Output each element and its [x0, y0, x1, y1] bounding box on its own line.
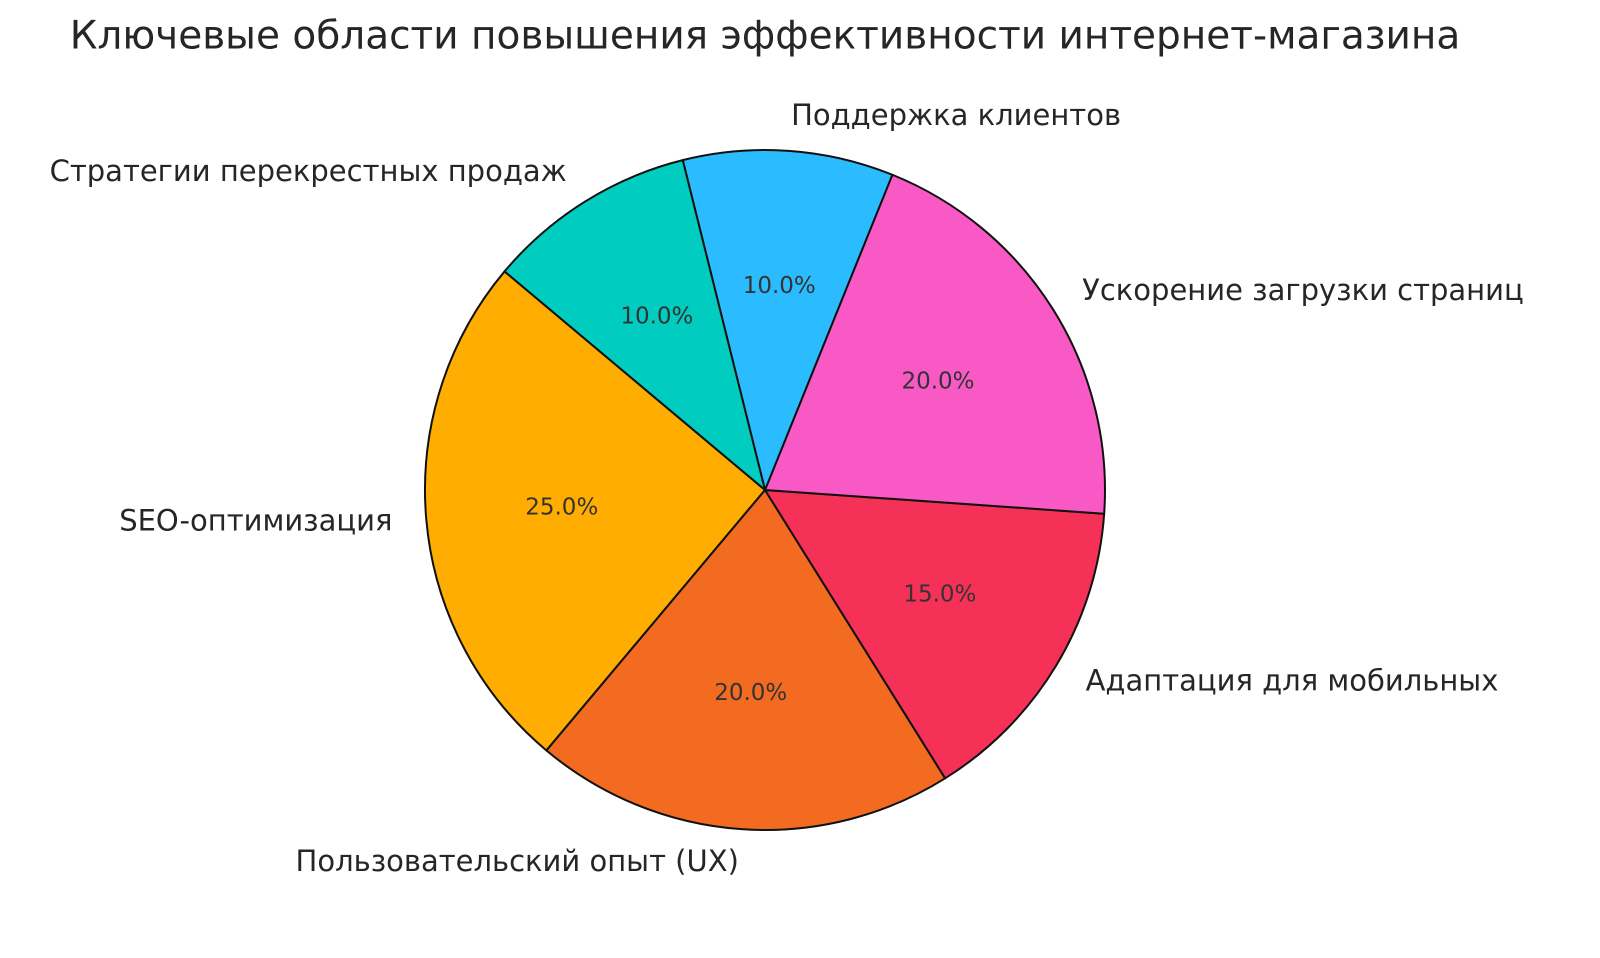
pie-slice: [764, 173, 1106, 515]
slice-percent: 25.0%: [525, 494, 598, 520]
slice-percent: 10.0%: [743, 273, 816, 299]
slice-label: Поддержка клиентов: [791, 98, 1121, 132]
slice-label: Адаптация для мобильных: [1086, 664, 1499, 698]
slice-percent: 20.0%: [901, 368, 974, 394]
pie-slice: [681, 149, 894, 491]
slice-label: Стратегии перекрестных продаж: [50, 154, 567, 188]
slice-label: Ускорение загрузки страниц: [1082, 273, 1524, 307]
slice-percent: 10.0%: [620, 303, 693, 329]
slice-percent: 20.0%: [714, 680, 787, 706]
pie-slice: [503, 159, 766, 491]
pie-slice: [424, 270, 766, 752]
pie-slice: [764, 489, 1106, 780]
slice-label: Пользовательский опыт (UX): [296, 844, 739, 878]
chart-title: Ключевые области повышения эффективности…: [70, 14, 1461, 59]
slice-label: SEO-оптимизация: [119, 504, 392, 538]
slice-percent: 15.0%: [903, 582, 976, 608]
pie-slice: [545, 489, 947, 831]
